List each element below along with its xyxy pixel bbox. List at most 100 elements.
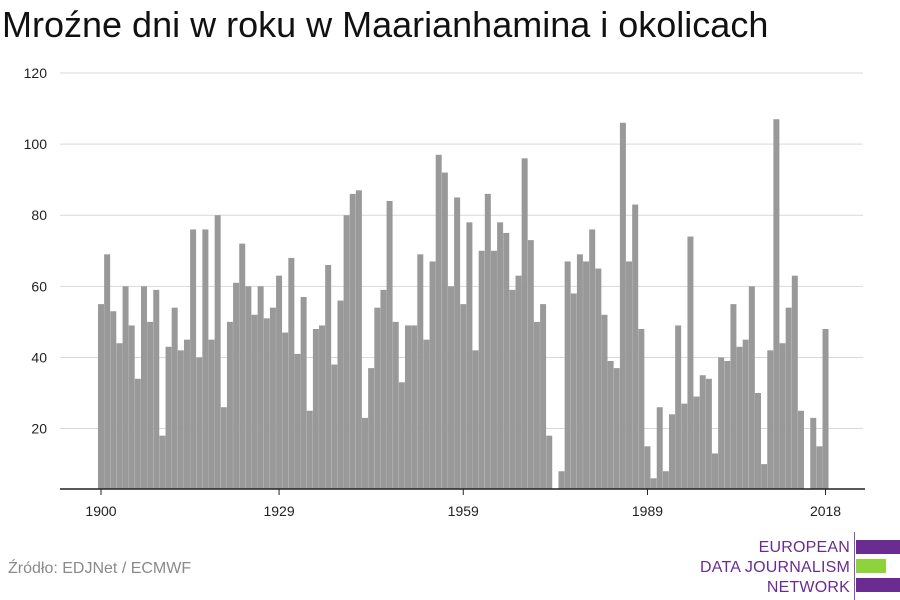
- bar: [147, 321, 154, 489]
- bar: [202, 229, 209, 489]
- bar: [337, 300, 344, 489]
- bar: [140, 286, 147, 489]
- bar: [282, 332, 289, 489]
- bar: [177, 350, 184, 489]
- bar: [515, 275, 522, 489]
- bar: [503, 233, 510, 489]
- bar: [153, 289, 160, 489]
- bar: [355, 190, 362, 489]
- logo-bar-bottom: [856, 578, 900, 592]
- bar: [380, 289, 387, 489]
- y-tick-label: 60: [31, 278, 47, 294]
- logo-bar-middle: [856, 559, 886, 573]
- bar: [276, 275, 283, 489]
- x-tick-label: 2018: [810, 503, 841, 519]
- bar: [226, 321, 233, 489]
- bar: [779, 343, 786, 489]
- bar: [405, 325, 411, 489]
- bar: [319, 325, 326, 489]
- bar: [269, 307, 276, 489]
- bar: [104, 254, 111, 489]
- bar: [730, 304, 737, 489]
- bar: [300, 297, 307, 489]
- bar: [810, 417, 817, 489]
- bar: [110, 311, 117, 489]
- bar: [472, 350, 479, 489]
- logo-text: EUROPEAN DATA JOURNALISM NETWORK: [700, 538, 850, 598]
- bar: [497, 222, 504, 489]
- bar: [638, 329, 645, 489]
- bar: [183, 339, 190, 489]
- bar: [263, 318, 270, 489]
- bar: [521, 158, 528, 489]
- bar: [398, 382, 405, 489]
- bar: [601, 314, 608, 489]
- bar: [417, 254, 424, 489]
- logo-line-3: NETWORK: [766, 579, 850, 596]
- x-tick-label: 1900: [85, 503, 116, 519]
- bar: [122, 286, 129, 489]
- bar: [509, 289, 516, 489]
- bar: [533, 321, 540, 489]
- bar: [441, 172, 448, 489]
- bar: [583, 261, 590, 489]
- bar: [312, 329, 319, 489]
- bar: [196, 357, 203, 489]
- bars: [98, 119, 829, 489]
- bar: [484, 193, 491, 489]
- bar: [791, 275, 798, 489]
- bar: [435, 154, 442, 489]
- bar: [374, 307, 381, 489]
- bar: [699, 375, 706, 489]
- bar: [362, 417, 369, 489]
- logo-line-2: DATA JOURNALISM: [700, 559, 850, 576]
- bar: [570, 293, 577, 489]
- bar: [761, 464, 768, 489]
- x-tick-label: 1929: [263, 503, 294, 519]
- bar: [595, 268, 602, 489]
- bar: [454, 197, 461, 489]
- bar: [669, 414, 676, 489]
- bar: [128, 325, 135, 489]
- bar: [165, 346, 172, 489]
- x-tick-label: 1959: [448, 503, 479, 519]
- bar-chart: 20 40 60 80 100 120 1900 1929 1959 1989 2018: [24, 65, 865, 519]
- bar: [386, 201, 393, 489]
- chart-title: Mroźne dni w roku w Maarianhamina i okol…: [2, 4, 769, 45]
- bar: [718, 357, 725, 489]
- bar: [576, 254, 583, 489]
- logo-divider: [854, 532, 855, 600]
- bar: [98, 304, 104, 489]
- bar: [748, 286, 755, 489]
- source-note: Źródło: EDJNet / ECMWF: [8, 560, 192, 577]
- bar: [650, 478, 657, 489]
- bar: [447, 286, 454, 489]
- bar: [785, 307, 792, 489]
- edjnet-logo: EUROPEAN DATA JOURNALISM NETWORK: [700, 532, 900, 600]
- bar: [816, 446, 823, 489]
- bar: [675, 325, 682, 489]
- bar: [724, 361, 731, 489]
- bar: [257, 286, 264, 489]
- bar: [429, 261, 436, 489]
- bar: [619, 122, 626, 489]
- bar: [742, 339, 749, 489]
- bar: [607, 361, 614, 489]
- bar: [251, 314, 258, 489]
- bar: [558, 471, 565, 489]
- bar: [134, 378, 141, 489]
- bar: [392, 321, 399, 489]
- bar: [116, 343, 123, 489]
- bar: [693, 396, 700, 489]
- bar: [736, 346, 743, 489]
- bar: [613, 368, 620, 489]
- bar: [822, 329, 829, 489]
- bar: [797, 410, 804, 489]
- bar: [564, 261, 571, 489]
- x-tick-label: 1989: [632, 503, 663, 519]
- bar: [411, 325, 418, 489]
- bar: [527, 240, 534, 489]
- bar: [331, 364, 338, 489]
- bar: [233, 282, 240, 489]
- bar: [306, 410, 313, 489]
